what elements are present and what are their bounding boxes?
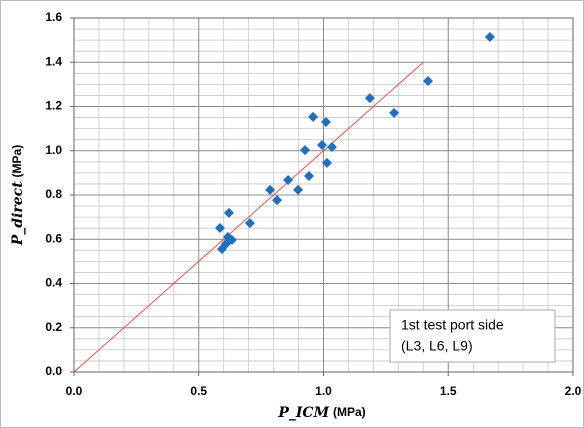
y-tick-label: 1.6 [45, 10, 62, 24]
point [484, 32, 495, 43]
y-tick-label: 1.0 [45, 143, 62, 157]
annotation-box [389, 309, 556, 363]
y-tick-label: 0.0 [45, 364, 62, 378]
point [220, 238, 231, 249]
point [272, 195, 283, 206]
x-tick-label: 1.0 [315, 384, 332, 398]
y-label-var: P_direct [10, 181, 26, 246]
point [321, 157, 332, 168]
y-tick-label: 0.6 [45, 231, 62, 245]
fit-line [73, 61, 424, 373]
point [293, 184, 304, 195]
y-tick-label: 1.4 [45, 54, 62, 68]
annotation-line: 1st test port side [401, 317, 504, 333]
point [389, 107, 400, 118]
point [223, 207, 234, 218]
x-label-var: P_ICM [277, 405, 329, 421]
point [364, 93, 375, 104]
point [320, 116, 331, 127]
x-axis-label: P_ICM (MPa) [277, 404, 365, 421]
x-tick-label: 1.5 [440, 384, 457, 398]
y-tick-label: 0.8 [45, 187, 62, 201]
x-tick-label: 0.5 [190, 384, 207, 398]
point [300, 145, 311, 156]
point [283, 174, 294, 185]
plot-frame [73, 17, 574, 373]
point [423, 76, 434, 87]
y-tick-label: 1.2 [45, 99, 62, 113]
point [265, 184, 276, 195]
y-tick-label: 0.2 [45, 320, 62, 334]
point [214, 222, 225, 233]
x-tick-label: 0.0 [66, 384, 83, 398]
y-axis-label: P_direct (MPa) [9, 145, 26, 246]
point [304, 170, 315, 181]
x-label-unit: (MPa) [333, 405, 366, 419]
point [244, 218, 255, 229]
marks [73, 32, 495, 373]
x-tick-label: 2.0 [565, 384, 582, 398]
y-tick-label: 0.4 [45, 276, 62, 290]
point [308, 111, 319, 122]
y-label-unit: (MPa) [10, 145, 24, 178]
point [326, 141, 337, 152]
annotation-line: (L3, L6, L9) [401, 338, 473, 354]
point [317, 139, 328, 150]
